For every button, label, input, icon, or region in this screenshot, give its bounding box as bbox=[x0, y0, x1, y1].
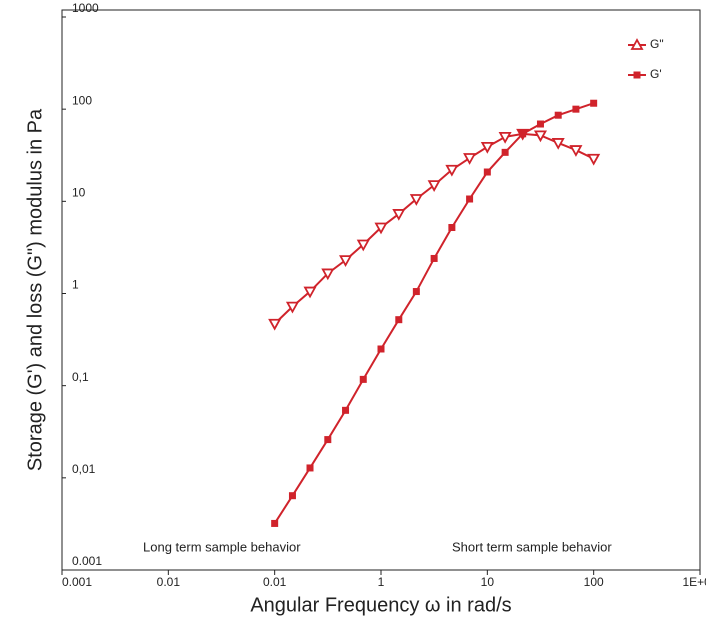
data-point bbox=[569, 145, 583, 157]
data-point bbox=[356, 239, 370, 252]
data-point bbox=[374, 222, 388, 235]
data-point bbox=[463, 153, 477, 165]
data-point bbox=[288, 492, 296, 500]
data-point bbox=[268, 318, 282, 331]
x-tick-label: 1E+03 bbox=[682, 575, 706, 589]
data-point bbox=[498, 132, 512, 144]
data-point bbox=[536, 120, 544, 128]
x-tick-label: 0.01 bbox=[263, 575, 287, 589]
annotation: Long term sample behavior bbox=[143, 539, 301, 554]
data-point bbox=[359, 375, 367, 383]
legend-marker bbox=[630, 38, 644, 50]
data-point bbox=[321, 268, 335, 281]
data-point bbox=[533, 130, 547, 143]
data-point bbox=[551, 138, 565, 150]
data-point bbox=[445, 164, 459, 177]
y-tick-label: 10 bbox=[72, 186, 86, 200]
data-point bbox=[324, 436, 332, 444]
data-point bbox=[448, 224, 456, 232]
y-tick-label: 0.001 bbox=[72, 554, 102, 568]
series-line bbox=[273, 132, 595, 325]
series-line bbox=[273, 102, 594, 524]
data-point bbox=[480, 141, 494, 154]
legend-marker bbox=[633, 71, 641, 79]
data-point bbox=[306, 464, 314, 472]
data-point bbox=[339, 255, 353, 268]
data-point bbox=[377, 345, 385, 353]
data-point bbox=[412, 288, 420, 296]
x-tick-label: 1 bbox=[378, 575, 385, 589]
data-point bbox=[554, 111, 562, 119]
y-axis-label: Storage (G') and loss (G") modulus in Pa bbox=[24, 108, 46, 471]
y-tick-label: 0,01 bbox=[72, 462, 96, 476]
data-point bbox=[303, 286, 317, 299]
data-point bbox=[501, 148, 509, 156]
data-point bbox=[483, 168, 491, 176]
x-axis-label: Angular Frequency ω in rad/s bbox=[250, 594, 511, 616]
data-point bbox=[392, 209, 406, 221]
x-tick-label: 100 bbox=[584, 575, 604, 589]
y-tick-label: 1000 bbox=[72, 1, 99, 15]
x-tick-label: 0.001 bbox=[62, 575, 92, 589]
annotation: Short term sample behavior bbox=[452, 539, 612, 554]
data-point bbox=[271, 519, 279, 527]
data-point bbox=[342, 406, 350, 414]
data-point bbox=[285, 301, 299, 314]
y-tick-label: 1 bbox=[72, 278, 79, 292]
data-point bbox=[430, 254, 438, 262]
data-point bbox=[427, 180, 441, 192]
plot-frame bbox=[61, 9, 701, 571]
data-point bbox=[587, 153, 601, 166]
data-point bbox=[466, 195, 474, 203]
x-tick-label: 0.01 bbox=[157, 575, 181, 589]
data-point bbox=[519, 130, 527, 138]
data-point bbox=[590, 99, 598, 107]
x-tick-label: 10 bbox=[481, 575, 495, 589]
legend-label: G" bbox=[650, 37, 664, 51]
data-point bbox=[395, 316, 403, 324]
data-point bbox=[572, 105, 580, 113]
y-tick-label: 0,1 bbox=[72, 370, 89, 384]
legend-label: G' bbox=[650, 67, 662, 81]
data-point bbox=[409, 194, 423, 206]
y-tick-label: 100 bbox=[72, 93, 92, 107]
